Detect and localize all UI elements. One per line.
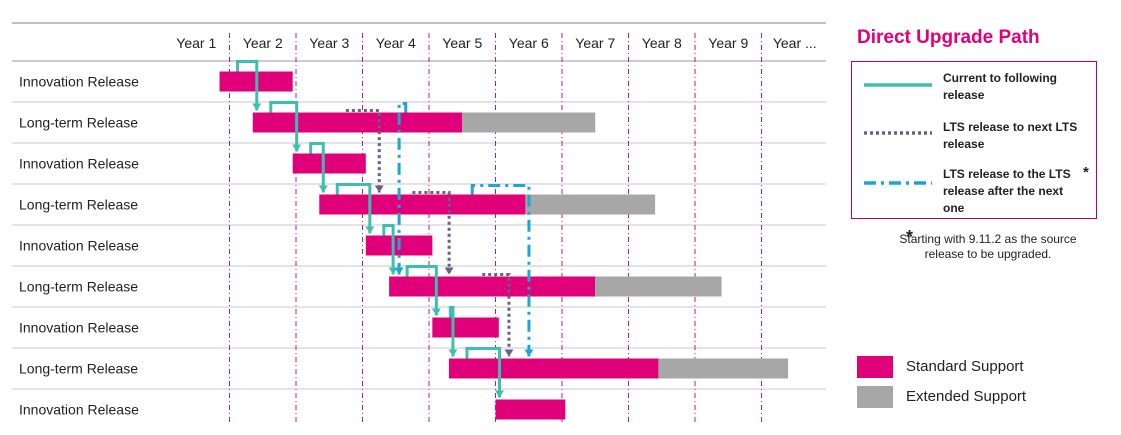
row-label: Innovation Release [19,156,139,172]
current-to-following-arrow [236,60,259,111]
current-to-following-arrow [448,306,455,357]
row-label: Innovation Release [19,74,139,90]
legend-current-label: Current to following release [943,71,1057,102]
arrow-head [388,267,398,275]
year-header: Year 6 [509,35,549,51]
year-header: Year 5 [442,35,482,51]
arrow-head [431,308,441,316]
standard-support-bar [495,399,566,420]
year-header: Year 7 [575,35,615,51]
standard-support-bar [432,317,499,338]
year-header: Year 8 [642,35,682,51]
legend-lts-next-label: LTS release to next LTS release [943,120,1078,151]
row-label: Innovation Release [19,238,139,254]
legend-lts-skip-label: LTS release to the LTS release after the… [943,167,1071,215]
row-label: Long-term Release [19,361,138,377]
row-label: Long-term Release [19,279,138,295]
arrow-head [504,349,514,357]
extended-support-bar [658,358,789,379]
current-to-following-arrow [382,224,395,275]
extended-support-label: Extended Support [906,388,1027,405]
legend-title: Direct Upgrade Path [857,27,1040,48]
arrow-head [394,267,404,275]
arrow-head [252,103,262,111]
current-to-following-arrow [465,347,501,398]
standard-support-bar [389,276,596,297]
standard-support-bar [319,194,526,215]
note-asterisk: * [906,227,914,247]
current-to-following-arrow [269,101,299,152]
standard-support-bar [448,358,659,379]
year-header: Year 2 [243,35,283,51]
upgrade-path-legend: Current to following release LTS release… [851,61,1097,219]
current-to-following-arrow [335,183,372,234]
year-header: Year 3 [309,35,349,51]
lts-to-next-lts-arrow [412,191,451,275]
footnote: Starting with 9.11.2 as the source relea… [899,232,1077,261]
arrow-head [292,144,302,152]
extended-support-swatch [857,386,893,408]
arrow-head [374,185,384,193]
standard-support-bar [292,153,366,174]
lts-to-next-lts-arrow [482,273,511,357]
row-label: Innovation Release [19,402,139,418]
standard-support-swatch [857,356,893,378]
arrow-head [318,185,328,193]
arrow-head [495,390,504,398]
arrow-head [448,349,458,357]
lts-to-lts-after-next-arrow [470,184,531,357]
year-header: Year 1 [176,35,216,51]
standard-support-bar [252,112,463,133]
legend-asterisk: * [1083,164,1089,181]
arrow-head [365,226,375,234]
year-header: Year 9 [708,35,748,51]
lts-to-lts-after-next-arrow [397,102,408,275]
arrow-head [444,267,454,275]
row-label: Innovation Release [19,320,139,336]
year-header: Year 4 [376,35,416,51]
standard-support-label: Standard Support [906,358,1024,375]
extended-support-bar [525,194,656,215]
year-header: Year ... [773,35,817,51]
arrow-head [524,349,534,357]
extended-support-bar [462,112,596,133]
current-to-following-arrow [309,142,325,193]
row-label: Long-term Release [19,197,138,213]
extended-support-bar [595,276,722,297]
current-to-following-arrow [405,265,438,316]
release-timeline-chart: Year 1 Year 2 Year 3 Year 4 Year 5 Year 6 Year… [12,22,826,425]
row-label: Long-term Release [19,115,138,131]
